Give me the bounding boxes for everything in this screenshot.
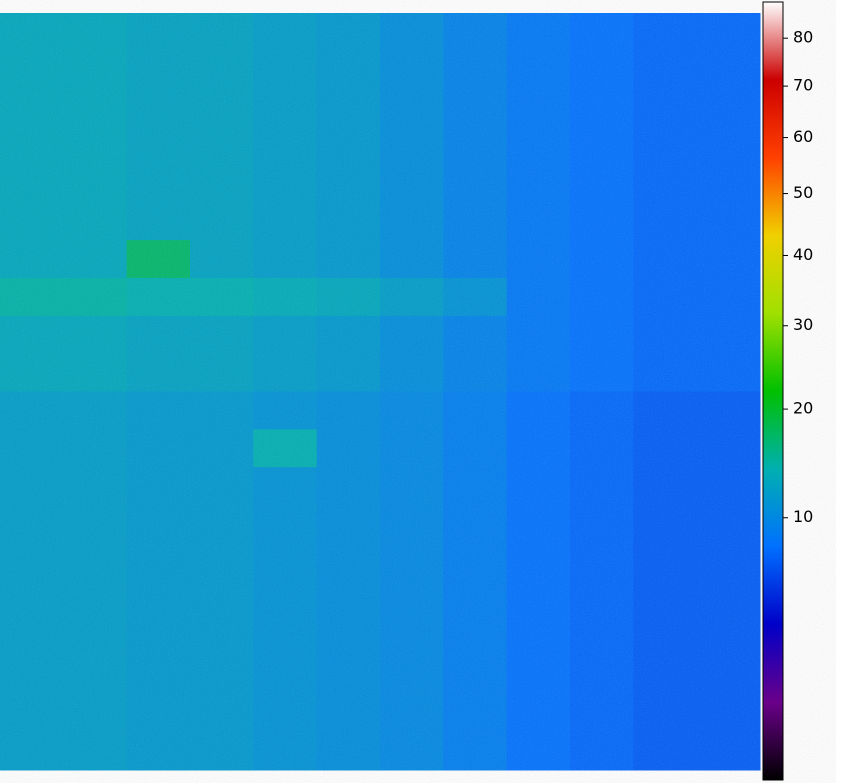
texture	[0, 13, 760, 770]
colorbar-axis: 10 20 30 40 50 60 70 80	[783, 28, 813, 526]
colorbar-tick-label: 60	[793, 127, 813, 146]
colorbar-tick-label: 80	[793, 28, 813, 47]
colorbar-tick-label: 20	[793, 399, 813, 418]
colorbar-tick-label: 50	[793, 183, 813, 202]
colorbar-tick-label: 70	[793, 76, 813, 95]
colorbar	[762, 1, 784, 781]
colorbar-tick-label: 10	[793, 507, 813, 526]
colorbar-tick-label: 40	[793, 245, 813, 264]
colorbar-tick-label: 30	[793, 315, 813, 334]
